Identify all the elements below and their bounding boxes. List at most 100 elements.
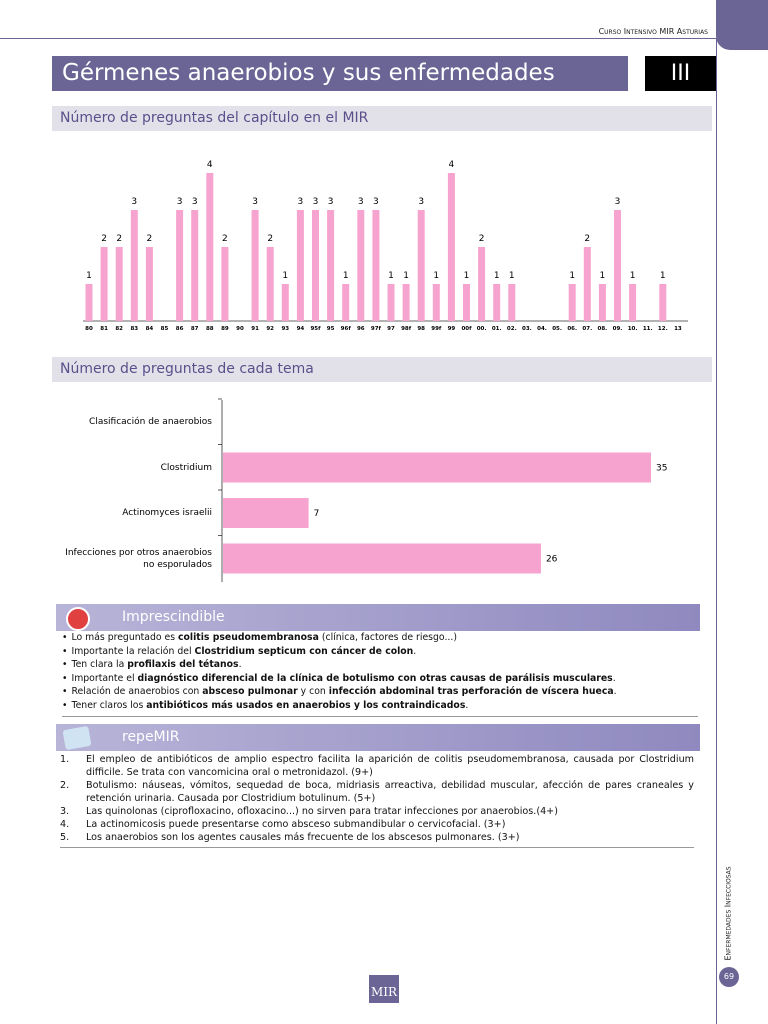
value-label: 1 — [282, 271, 288, 281]
y-tick-label: Actinomyces israelii — [122, 508, 212, 518]
list-item: Lo más preguntado es colitis pseudomembr… — [62, 631, 698, 645]
value-label: 1 — [343, 271, 349, 281]
x-tick-label: 03. — [522, 326, 532, 332]
text: Lo más preguntado es — [71, 632, 179, 643]
x-tick-label: 05. — [552, 326, 562, 332]
bar — [130, 210, 138, 321]
item-text: Las quinolonas (ciprofloxacino, ofloxaci… — [86, 806, 558, 817]
value-label: 2 — [267, 234, 273, 244]
x-tick-label: 04. — [537, 326, 547, 332]
value-label: 1 — [660, 271, 666, 281]
x-tick-label: 02. — [507, 326, 517, 332]
x-tick-label: 93 — [281, 326, 289, 332]
bar — [221, 247, 229, 321]
bar — [223, 543, 541, 574]
x-tick-label: 06. — [567, 326, 577, 332]
value-label: 2 — [147, 234, 153, 244]
x-tick-label: 13 — [674, 326, 682, 332]
bar — [493, 284, 501, 321]
text: Importante la relación del — [71, 645, 195, 657]
bar — [206, 173, 214, 321]
target-icon — [66, 607, 90, 631]
list-item: 4. La actinomicosis puede presentarse com… — [60, 818, 694, 831]
text: . — [465, 699, 469, 711]
section-title: Número de preguntas de cada tema — [52, 357, 712, 382]
value-label: 1 — [403, 271, 409, 281]
value-label: 3 — [131, 197, 137, 207]
x-tick-label: 92 — [266, 326, 274, 332]
x-tick-label: 85 — [161, 326, 169, 332]
corner-icon — [716, 0, 768, 50]
item-text: El empleo de antibióticos de amplio espe… — [86, 754, 694, 778]
value-label: 3 — [328, 197, 334, 207]
bar — [447, 173, 455, 321]
bar — [463, 284, 470, 321]
value-label: 35 — [656, 464, 667, 474]
list-item: Ten clara la profilaxis del tétanos. — [62, 658, 698, 672]
bar — [251, 210, 259, 321]
imprescindible-list: Lo más preguntado es colitis pseudomembr… — [62, 631, 698, 717]
chapter-title: Gérmenes anaerobios y sus enfermedades — [52, 56, 628, 91]
value-label: 2 — [584, 234, 590, 244]
x-tick-label: 00. — [477, 326, 487, 332]
bold-text: infección abdominal tras perforación de … — [328, 686, 614, 698]
item-number: 1. — [60, 754, 70, 765]
value-label: 3 — [177, 197, 183, 207]
x-tick-label: 97 — [387, 326, 395, 332]
bar — [266, 247, 274, 321]
bar — [417, 210, 425, 321]
bold-text: colitis pseudomembranosa — [178, 632, 319, 643]
bar — [327, 210, 335, 321]
value-label: 3 — [192, 197, 198, 207]
value-label: 1 — [630, 271, 636, 281]
bar — [100, 247, 108, 321]
logo: MIR — [369, 975, 399, 1003]
x-tick-label: 10. — [628, 326, 638, 332]
value-label: 2 — [222, 234, 228, 244]
bar — [598, 284, 606, 321]
text: (clínica, factores de riesgo...) — [318, 632, 457, 643]
y-tick-label: Infecciones por otros anaerobios no espo… — [65, 547, 212, 570]
x-tick-label: 97f — [371, 326, 382, 332]
list-item: Tener claros los antibióticos más usados… — [62, 699, 698, 713]
value-label: 2 — [101, 234, 107, 244]
x-tick-label: 87 — [191, 326, 199, 332]
value-label: 4 — [207, 160, 213, 170]
repemir-header: repeMIR — [56, 724, 700, 751]
value-label: 3 — [358, 197, 364, 207]
section-title: Número de preguntas del capítulo en el M… — [52, 106, 712, 131]
bold-text: antibióticos más usados en anaerobios y … — [146, 699, 466, 711]
y-tick-label: Clasificación de anaerobios — [89, 417, 212, 427]
x-tick-label: 09. — [613, 326, 623, 332]
text: Importante el — [71, 672, 138, 684]
bar — [402, 284, 410, 321]
x-tick-label: 95 — [327, 326, 335, 332]
x-tick-label: 08. — [598, 326, 608, 332]
section-name: Enfermedades Infecciosas — [723, 866, 733, 961]
list-item: Importante la relación del Clostridium s… — [62, 645, 698, 659]
topic-chart: 35 7 26 — [218, 398, 667, 582]
value-label: 3 — [615, 197, 621, 207]
repemir-list: 1. El empleo de antibióticos de amplio es… — [60, 753, 694, 848]
item-number: 5. — [60, 832, 70, 843]
list-item: 1. El empleo de antibióticos de amplio es… — [60, 753, 694, 779]
value-label: 1 — [569, 271, 575, 281]
text: Relación de anaerobios con — [71, 686, 203, 698]
value-label: 3 — [373, 197, 379, 207]
value-label: 1 — [509, 271, 515, 281]
x-tick-label: 90 — [236, 326, 244, 332]
text: Ten clara la — [71, 659, 128, 671]
x-tick-label: 83 — [130, 326, 138, 332]
text: . — [613, 686, 617, 698]
list-item: Importante el diagnóstico diferencial de… — [62, 672, 698, 686]
chapter-number: III — [645, 56, 716, 91]
bar — [342, 284, 350, 321]
side-rule — [716, 38, 717, 1024]
bar — [115, 247, 123, 321]
y-tick-label: Clostridium — [160, 462, 212, 473]
x-tick-label: 86 — [176, 326, 184, 332]
text: Tener claros los — [71, 699, 147, 711]
bar — [583, 247, 591, 321]
x-tick-label: 99 — [448, 326, 456, 332]
